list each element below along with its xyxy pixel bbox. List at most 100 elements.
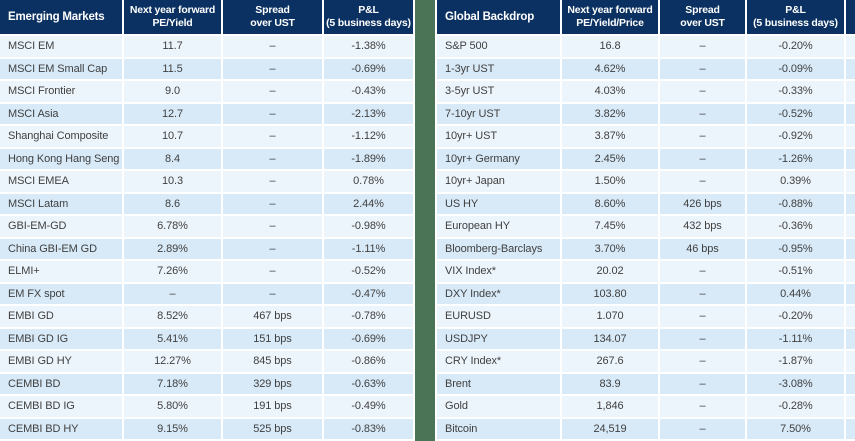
row-label: EMBI GD [0, 306, 122, 327]
cropped-column-edge [846, 351, 855, 372]
row-label: VIX Index* [437, 261, 560, 282]
pnl-cell: -0.52% [747, 103, 844, 124]
column-header-line1: P&L [358, 3, 379, 16]
pnl-cell: -1.87% [747, 351, 844, 372]
row-label: Brent [437, 373, 560, 394]
value-cell: 11.7 [124, 36, 221, 57]
row-label: CRY Index* [437, 351, 560, 372]
value-cell: – [124, 283, 221, 304]
column-header-line1: Next year forward [567, 3, 653, 16]
column-header-line1: Spread [685, 3, 720, 16]
value-cell: 83.9 [562, 373, 658, 394]
cropped-column-edge [846, 126, 855, 147]
column-header: Spread over UST [223, 0, 322, 34]
row-label: CEMBI BD IG [0, 396, 122, 417]
value-cell: 4.62% [562, 58, 658, 79]
pnl-cell: 7.50% [747, 418, 844, 439]
pnl-cell: -0.28% [747, 396, 844, 417]
column-header-line2: PE/Yield/Price [576, 17, 644, 29]
value-cell: 8.4 [124, 148, 221, 169]
row-label: MSCI EMEA [0, 171, 122, 192]
spread-cell: – [223, 81, 322, 102]
pnl-cell: 0.44% [747, 283, 844, 304]
spread-cell: – [660, 58, 745, 79]
cropped-column-edge [846, 0, 855, 34]
spread-cell: 46 bps [660, 238, 745, 259]
cropped-column-edge [846, 36, 855, 57]
pnl-cell: -0.92% [747, 126, 844, 147]
row-label: S&P 500 [437, 36, 560, 57]
column-header-line1: Spread [255, 3, 290, 16]
column-header-line1: P&L [785, 3, 806, 16]
pnl-cell: 2.44% [324, 193, 413, 214]
pnl-cell: -0.49% [324, 396, 413, 417]
row-label: 1-3yr UST [437, 58, 560, 79]
pnl-cell: -0.43% [324, 81, 413, 102]
cropped-column-edge [846, 373, 855, 394]
spread-cell: – [223, 283, 322, 304]
pnl-cell: -0.78% [324, 306, 413, 327]
pnl-cell: -3.08% [747, 373, 844, 394]
spread-cell: 329 bps [223, 373, 322, 394]
pnl-cell: -0.86% [324, 351, 413, 372]
spread-cell: – [660, 103, 745, 124]
value-cell: 1,846 [562, 396, 658, 417]
column-header-line2: over UST [680, 17, 725, 29]
pnl-cell: -1.11% [324, 238, 413, 259]
row-label: Shanghai Composite [0, 126, 122, 147]
pnl-cell: 0.78% [324, 171, 413, 192]
spread-cell: 151 bps [223, 328, 322, 349]
value-cell: 2.45% [562, 148, 658, 169]
spread-cell: – [223, 126, 322, 147]
pnl-cell: -1.26% [747, 148, 844, 169]
value-cell: 3.87% [562, 126, 658, 147]
emerging-markets-panel: Emerging Markets Next year forward PE/Yiel… [0, 0, 413, 441]
column-header-line2: over UST [250, 17, 295, 29]
spread-cell: – [660, 261, 745, 282]
value-cell: 9.0 [124, 81, 221, 102]
cropped-column-edge [846, 103, 855, 124]
spread-cell: 191 bps [223, 396, 322, 417]
spread-cell: – [660, 328, 745, 349]
row-label: MSCI Latam [0, 193, 122, 214]
row-label: EMBI GD HY [0, 351, 122, 372]
row-label: EM FX spot [0, 283, 122, 304]
row-label: US HY [437, 193, 560, 214]
value-cell: 2.89% [124, 238, 221, 259]
cropped-column-edge [846, 171, 855, 192]
spread-cell: 426 bps [660, 193, 745, 214]
value-cell: 7.26% [124, 261, 221, 282]
spread-cell: – [223, 216, 322, 237]
cropped-column-edge [846, 148, 855, 169]
value-cell: 4.03% [562, 81, 658, 102]
row-label: CEMBI BD HY [0, 418, 122, 439]
cropped-column-edge [846, 216, 855, 237]
value-cell: 103.80 [562, 283, 658, 304]
value-cell: 267.6 [562, 351, 658, 372]
column-header: Next year forward PE/Yield [124, 0, 221, 34]
spread-cell: – [660, 396, 745, 417]
cropped-column-edge [846, 283, 855, 304]
value-cell: 16.8 [562, 36, 658, 57]
value-cell: 10.3 [124, 171, 221, 192]
value-cell: 7.45% [562, 216, 658, 237]
value-cell: 12.27% [124, 351, 221, 372]
cropped-column-edge [846, 328, 855, 349]
spread-cell: 432 bps [660, 216, 745, 237]
table-title: Global Backdrop [437, 0, 560, 34]
pnl-cell: -0.98% [324, 216, 413, 237]
pnl-cell: -1.89% [324, 148, 413, 169]
row-label: EMBI GD IG [0, 328, 122, 349]
value-cell: 8.60% [562, 193, 658, 214]
spread-cell: – [660, 126, 745, 147]
pnl-cell: -0.83% [324, 418, 413, 439]
row-label: MSCI EM Small Cap [0, 58, 122, 79]
column-header: Spread over UST [660, 0, 745, 34]
spread-cell: – [223, 148, 322, 169]
value-cell: 3.82% [562, 103, 658, 124]
table-title: Emerging Markets [0, 0, 122, 34]
spread-cell: – [660, 418, 745, 439]
row-label: Bitcoin [437, 418, 560, 439]
cropped-column-edge [846, 193, 855, 214]
green-divider [413, 0, 437, 441]
